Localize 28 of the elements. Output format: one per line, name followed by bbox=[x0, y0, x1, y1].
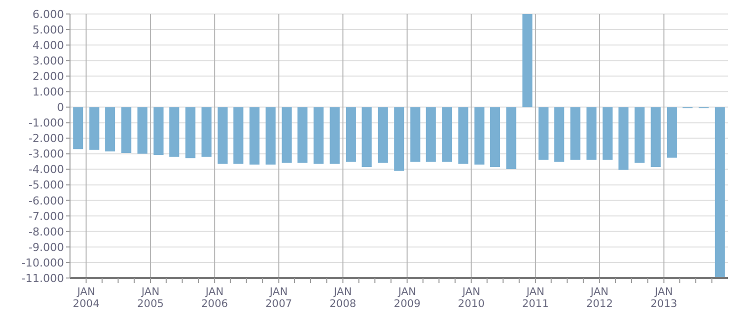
x-tick-label: JAN 2011 bbox=[522, 286, 549, 310]
y-tick-label: 4.000 bbox=[32, 38, 64, 52]
y-tick-label: -5.000 bbox=[28, 178, 64, 192]
y-tick-label: 5.000 bbox=[32, 23, 64, 36]
y-tick-label: -7.000 bbox=[28, 210, 64, 223]
x-tick-label: JAN 2010 bbox=[458, 286, 485, 310]
y-tick-label: 1.000 bbox=[32, 86, 64, 99]
x-tick-label: JAN 2012 bbox=[586, 286, 613, 310]
y-tick-label: 2.000 bbox=[32, 70, 64, 84]
y-tick-label: -8.000 bbox=[28, 225, 64, 238]
y-tick-label: -2.000 bbox=[28, 132, 64, 146]
x-tick-label: JAN 2009 bbox=[394, 286, 421, 310]
x-tick-label: JAN 2013 bbox=[650, 286, 678, 310]
y-tick-label: -11.000 bbox=[22, 272, 64, 285]
y-tick-label: 3.000 bbox=[32, 54, 64, 68]
x-tick-label: JAN 2004 bbox=[72, 286, 100, 310]
y-tick-label: -1.000 bbox=[28, 116, 64, 130]
y-tick-label: -4.000 bbox=[28, 163, 64, 176]
y-tick-label: 0 bbox=[57, 101, 64, 114]
x-tick-label: JAN 2006 bbox=[201, 286, 228, 310]
x-tick-label: JAN 2005 bbox=[137, 286, 164, 310]
y-tick-label: -10.000 bbox=[22, 256, 64, 270]
y-tick-label: -9.000 bbox=[28, 240, 64, 254]
y-tick-label: -6.000 bbox=[28, 194, 64, 208]
x-tick-label: JAN 2007 bbox=[265, 286, 292, 310]
x-tick-label: JAN 2008 bbox=[329, 286, 356, 310]
y-tick-label: -3.000 bbox=[28, 148, 64, 161]
y-tick-label: 6.000 bbox=[32, 8, 64, 21]
